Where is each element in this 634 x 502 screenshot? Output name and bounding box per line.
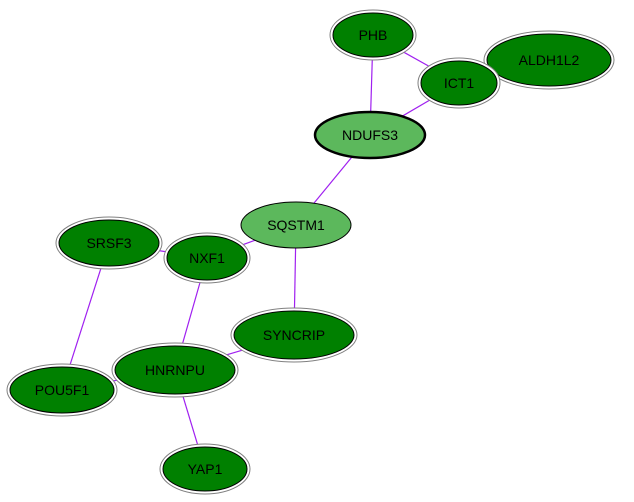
node-label: YAP1 bbox=[188, 461, 223, 477]
edge bbox=[182, 280, 201, 346]
node-label: SYNCRIP bbox=[263, 327, 325, 343]
edge bbox=[401, 51, 432, 68]
edge bbox=[371, 57, 373, 112]
node-label: NXF1 bbox=[189, 250, 225, 266]
node-label: ICT1 bbox=[444, 75, 475, 91]
node-label: PHB bbox=[359, 27, 388, 43]
node-srsf3: SRSF3 bbox=[56, 217, 162, 269]
edge bbox=[294, 248, 295, 311]
edge bbox=[402, 99, 432, 117]
node-layer: PHB ALDH1L2 ICT1 NDUFS3 SQSTM1 SRSF3 NXF1 SYNCR… bbox=[7, 10, 614, 494]
node-ndufs3: NDUFS3 bbox=[315, 112, 425, 158]
node-nxf1: NXF1 bbox=[164, 233, 250, 283]
node-phb: PHB bbox=[330, 10, 416, 60]
node-label: SRSF3 bbox=[86, 235, 131, 251]
node-hnrnpu: HNRNPU bbox=[112, 343, 238, 397]
node-label: NDUFS3 bbox=[342, 127, 398, 143]
edge bbox=[182, 394, 198, 447]
node-syncrip: SYNCRIP bbox=[231, 308, 357, 362]
node-label: POU5F1 bbox=[35, 382, 90, 398]
edge bbox=[69, 266, 101, 367]
node-yap1: YAP1 bbox=[160, 444, 250, 494]
node-aldh1l2: ALDH1L2 bbox=[484, 31, 614, 89]
node-pou5f1: POU5F1 bbox=[7, 364, 117, 416]
node-label: SQSTM1 bbox=[267, 217, 325, 233]
edge bbox=[314, 157, 352, 204]
node-ict1: ICT1 bbox=[418, 58, 500, 108]
gene-network-diagram: PHB ALDH1L2 ICT1 NDUFS3 SQSTM1 SRSF3 NXF1 SYNCR… bbox=[0, 0, 634, 502]
node-label: HNRNPU bbox=[145, 362, 205, 378]
node-label: ALDH1L2 bbox=[519, 52, 580, 68]
node-sqstm1: SQSTM1 bbox=[241, 202, 351, 248]
